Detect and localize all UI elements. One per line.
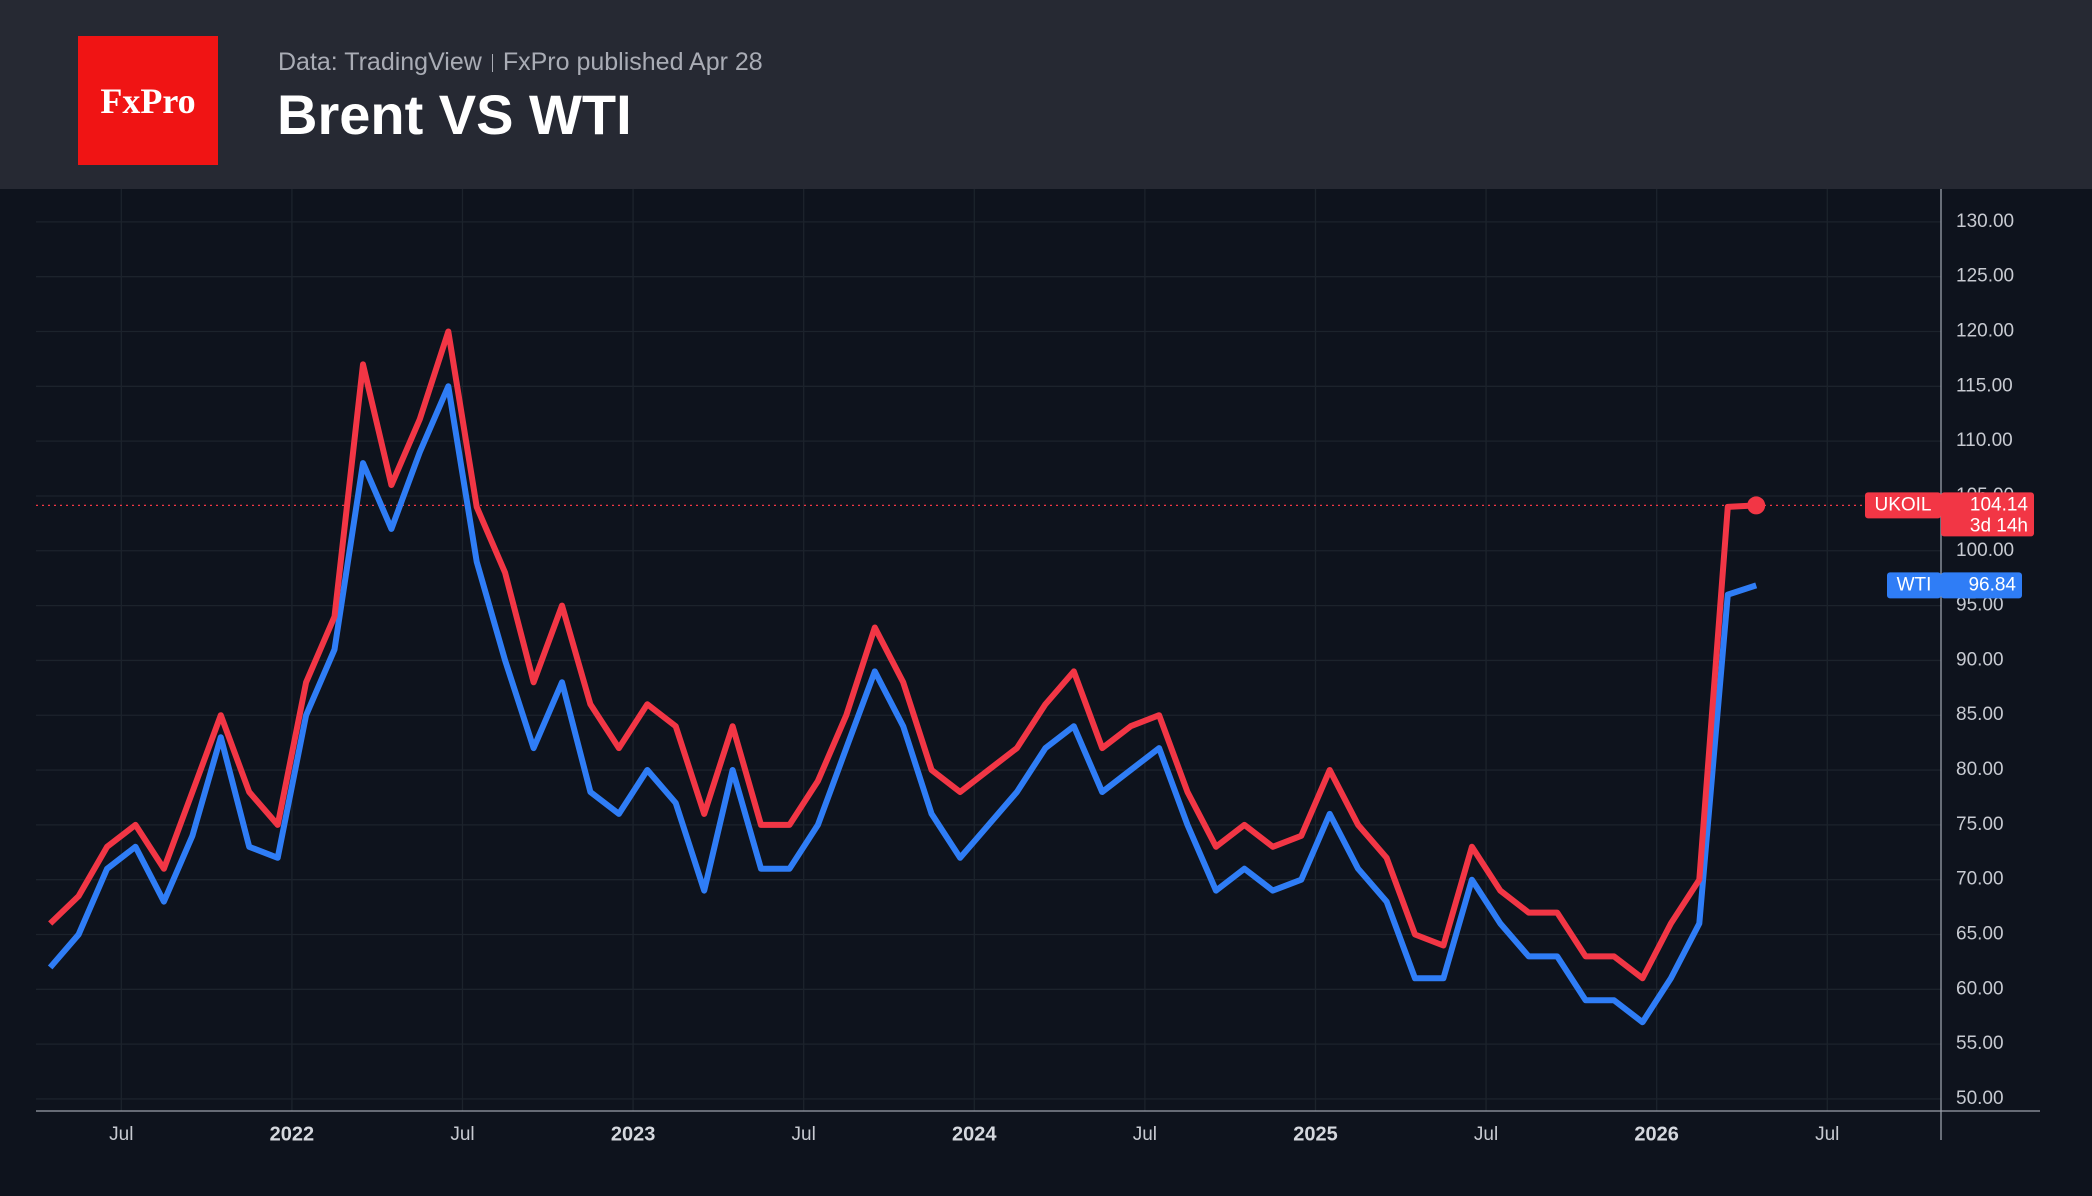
published: FxPro published Apr 28 [502,48,763,76]
header: FxPro Data: TradingView FxPro published A… [0,0,2092,189]
legend-label: WTI [1897,574,1932,595]
x-tick-label: Jul [1133,1124,1157,1145]
x-tick-label: Jul [1815,1124,1839,1145]
y-tick-label: 95.00 [1956,595,2004,616]
x-tick-label: 2023 [611,1123,656,1145]
series-line [47,383,1758,1026]
last-value-label: 104.14 [1970,494,2029,515]
name-badge [1865,492,1941,519]
y-tick-label: 115.00 [1956,375,2013,396]
source: Data: TradingView [278,48,482,76]
logo: FxPro [78,36,218,165]
x-tick-label: Jul [450,1124,474,1145]
x-tick-label: Jul [1474,1124,1498,1145]
countdown-label: 3d 14h [1970,515,2028,536]
x-tick-label: Jul [109,1124,133,1145]
y-tick-label: 70.00 [1956,869,2004,890]
y-tick-label: 75.00 [1956,814,2004,835]
y-tick-label: 80.00 [1956,759,2004,780]
y-tick-label: 110.00 [1956,430,2013,451]
y-tick-label: 65.00 [1956,924,2004,945]
x-tick-label: 2026 [1634,1123,1679,1145]
name-badge [1887,572,1941,599]
source-line: Data: TradingView FxPro published Apr 28 [278,48,763,77]
y-tick-label: 60.00 [1956,978,2004,999]
price-badge [1941,572,2022,599]
legend-label: UKOIL [1874,494,1931,515]
x-tick-label: 2025 [1293,1123,1338,1145]
y-tick-label: 50.00 [1956,1088,2004,1109]
y-tick-label: 120.00 [1956,321,2014,342]
separator [491,54,493,73]
x-tick-label: 2022 [270,1123,315,1145]
y-tick-label: 55.00 [1956,1033,2004,1054]
y-tick-label: 85.00 [1956,704,2004,725]
price-badge [1941,492,2034,537]
last-point [1747,496,1766,515]
x-tick-label: 2024 [952,1123,997,1145]
last-value-label: 96.84 [1968,574,2016,595]
series-line [48,328,1757,982]
y-tick-label: 130.00 [1956,211,2014,232]
chart-title: Brent VS WTI [277,83,632,146]
y-tick-label: 125.00 [1956,266,2014,287]
x-tick-label: Jul [792,1124,816,1145]
y-tick-label: 90.00 [1956,649,2004,670]
y-tick-label: 100.00 [1956,540,2014,561]
